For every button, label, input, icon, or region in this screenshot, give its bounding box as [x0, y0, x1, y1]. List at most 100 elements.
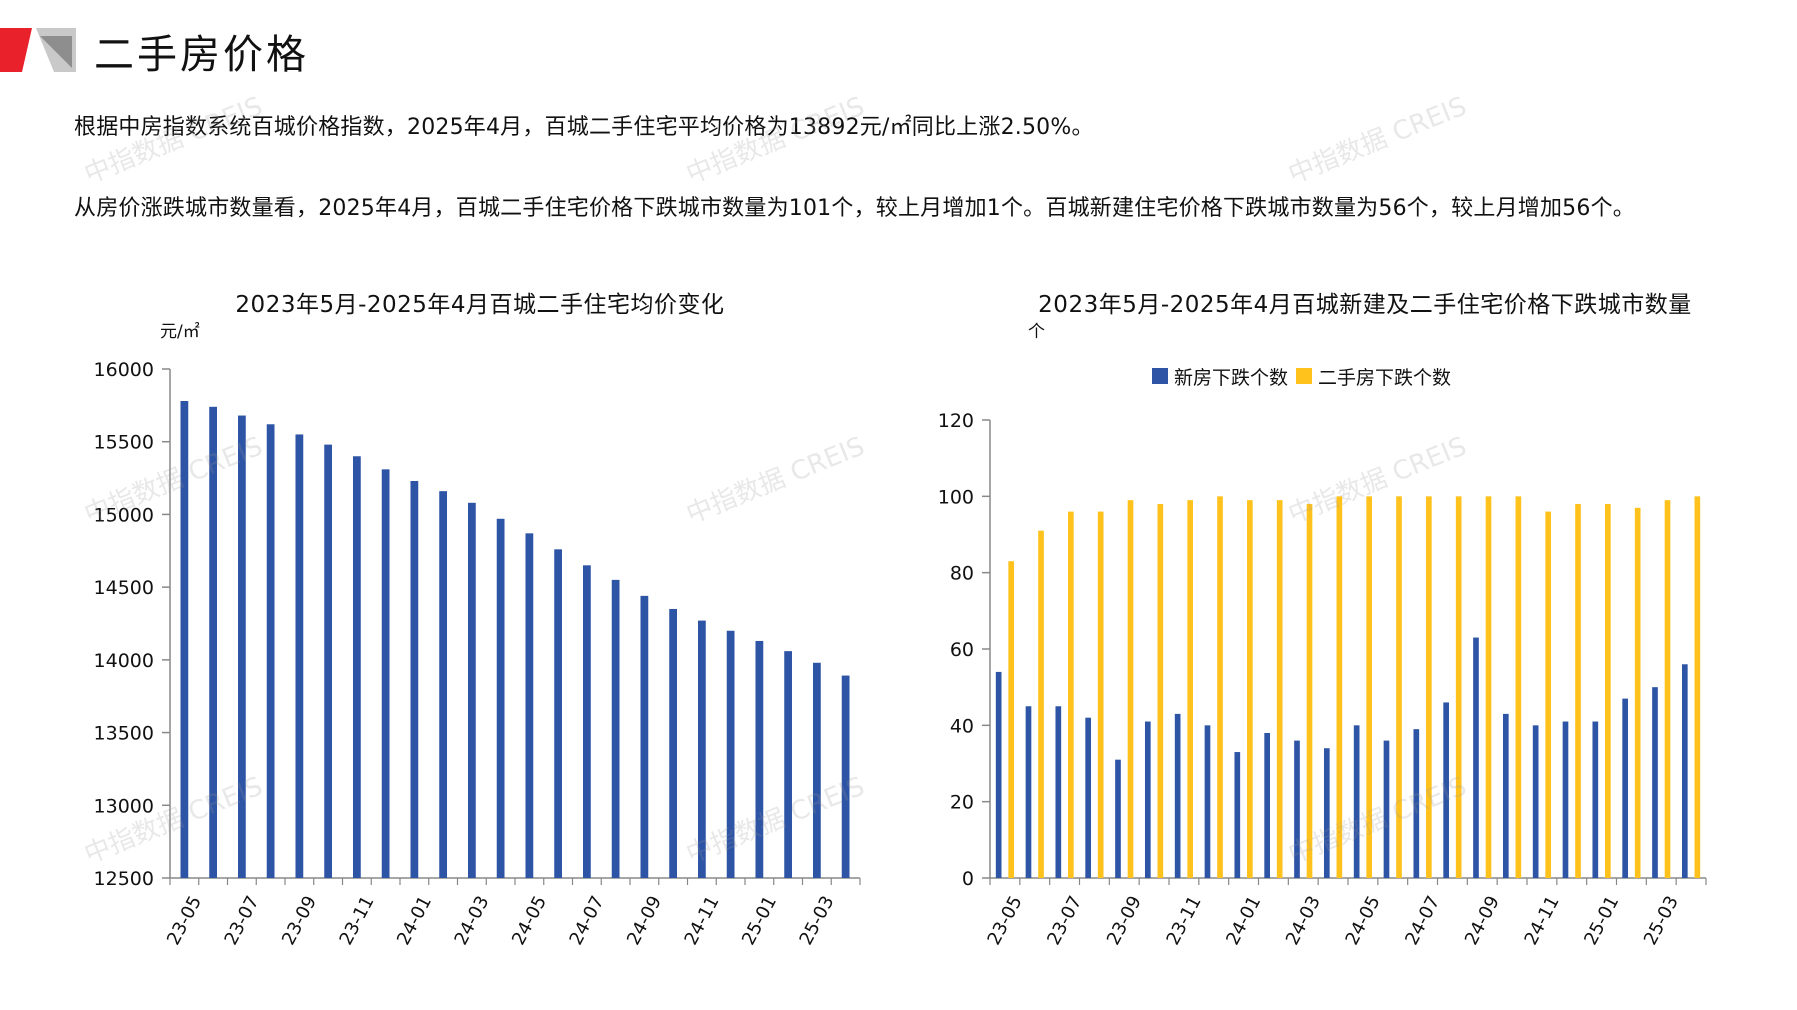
x-tick-label: 23-09 — [1103, 892, 1146, 948]
x-tick-label: 25-03 — [1640, 892, 1683, 948]
chart-legend: 新房下跌个数 二手房下跌个数 — [1152, 363, 1452, 390]
bar — [1634, 507, 1641, 878]
bar — [726, 630, 735, 878]
y-tick-label: 13000 — [94, 795, 154, 817]
x-tick-label: 23-05 — [163, 892, 206, 948]
bar — [496, 518, 505, 878]
y-tick-label: 100 — [938, 486, 974, 508]
y-unit-label-price: 元/㎡ — [160, 322, 200, 342]
bar — [1097, 511, 1104, 878]
bar — [669, 608, 678, 878]
summary-paragraph-count: 从房价涨跌城市数量看，2025年4月，百城二手住宅价格下跌城市数量为101个，较… — [74, 196, 1635, 221]
legend-swatch-new — [1152, 368, 1168, 384]
x-tick-label: 24-09 — [1461, 892, 1504, 948]
bar — [1455, 496, 1462, 878]
y-tick-label: 15500 — [94, 432, 154, 454]
bar — [640, 595, 649, 878]
x-tick-label: 24-03 — [1282, 892, 1325, 948]
y-tick-label: 120 — [938, 410, 974, 432]
bar — [554, 549, 563, 878]
bar — [1115, 759, 1121, 878]
x-tick-label: 24-11 — [1521, 892, 1564, 948]
bar — [1204, 725, 1211, 878]
bar — [1264, 732, 1270, 878]
bar — [266, 424, 275, 878]
bar — [237, 415, 246, 878]
x-tick-label: 24-01 — [393, 892, 436, 948]
bar — [1366, 496, 1373, 878]
bar — [1008, 561, 1015, 878]
x-tick-label: 23-09 — [278, 892, 321, 948]
bar — [812, 662, 821, 878]
legend-label-new: 新房下跌个数 — [1174, 366, 1289, 389]
bar — [1187, 500, 1194, 878]
legend-swatch-second — [1296, 368, 1313, 384]
bar — [1306, 503, 1313, 878]
bar — [1622, 698, 1628, 878]
x-tick-label: 23-11 — [1163, 892, 1206, 948]
bar — [611, 579, 620, 878]
bar — [1532, 725, 1539, 878]
bar — [841, 675, 850, 878]
bar — [209, 406, 218, 878]
bar — [1085, 717, 1091, 878]
bar — [1157, 503, 1164, 878]
bar — [439, 491, 448, 878]
x-tick-label: 23-05 — [984, 892, 1027, 948]
x-tick-label: 24-07 — [565, 892, 608, 948]
x-tick-label: 24-03 — [450, 892, 493, 948]
y-tick-label: 60 — [950, 639, 974, 661]
y-tick-label: 40 — [950, 715, 974, 737]
bar — [1545, 511, 1552, 878]
bar — [525, 533, 534, 878]
bar — [1383, 740, 1390, 878]
bar — [410, 480, 419, 878]
bar — [1038, 530, 1044, 878]
bar — [784, 651, 793, 878]
x-tick-label: 25-03 — [795, 892, 838, 948]
bar — [1068, 511, 1074, 878]
x-tick-label: 24-07 — [1401, 892, 1444, 948]
x-tick-label: 23-11 — [335, 892, 378, 948]
bar — [1276, 500, 1283, 878]
bar — [755, 640, 764, 878]
x-tick-label: 25-01 — [1580, 892, 1623, 948]
y-tick-label: 0 — [962, 868, 974, 890]
chart-title-count: 2023年5月-2025年4月百城新建及二手住宅价格下跌城市数量 — [1038, 292, 1692, 318]
bar — [1605, 503, 1611, 878]
x-tick-label: 24-05 — [508, 892, 551, 948]
x-tick-label: 24-01 — [1222, 892, 1265, 948]
bar — [1025, 706, 1032, 878]
bar — [1664, 500, 1671, 878]
bar — [1336, 496, 1343, 878]
x-tick-label: 25-01 — [738, 892, 781, 948]
bar — [1473, 637, 1479, 878]
summary-paragraph-price: 根据中房指数系统百城价格指数，2025年4月，百城二手住宅平均价格为13892元… — [74, 115, 1094, 140]
bar — [1694, 496, 1701, 878]
bar — [295, 434, 304, 878]
bar — [1174, 713, 1181, 878]
y-tick-label: 14000 — [94, 650, 154, 672]
brand-logo — [0, 28, 76, 72]
legend-item-new: 新房下跌个数 — [1152, 363, 1288, 390]
bar — [1592, 721, 1599, 878]
y-tick-label: 20 — [950, 792, 974, 814]
y-tick-label: 12500 — [94, 868, 154, 890]
bar — [180, 400, 189, 878]
bar — [1323, 748, 1330, 878]
bar — [352, 456, 361, 878]
bar — [1562, 721, 1569, 878]
legend-label-second: 二手房下跌个数 — [1318, 366, 1452, 389]
bar — [467, 502, 476, 878]
bar — [1443, 702, 1449, 878]
x-tick-label: 23-07 — [1043, 892, 1086, 948]
bar — [1234, 752, 1241, 878]
bar — [582, 565, 591, 878]
bar — [1485, 496, 1492, 878]
bar — [1396, 496, 1402, 878]
y-tick-label: 15000 — [94, 504, 154, 526]
y-tick-label: 13500 — [94, 723, 154, 745]
x-tick-label: 23-07 — [220, 892, 263, 948]
bar — [1217, 496, 1223, 878]
